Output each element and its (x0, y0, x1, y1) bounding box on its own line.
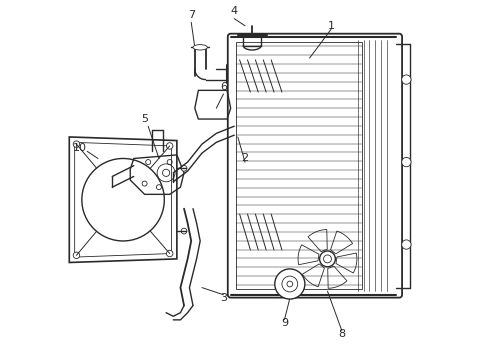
Circle shape (73, 141, 80, 147)
Circle shape (323, 255, 331, 263)
Circle shape (181, 166, 187, 171)
Circle shape (402, 240, 411, 249)
Text: 3: 3 (220, 293, 227, 303)
Ellipse shape (193, 45, 207, 50)
Circle shape (73, 252, 80, 258)
Circle shape (402, 157, 411, 167)
Text: 10: 10 (73, 143, 87, 153)
Text: 4: 4 (231, 6, 238, 17)
Text: 7: 7 (188, 10, 195, 20)
Bar (236, 42, 362, 289)
Text: 6: 6 (220, 82, 227, 92)
Text: 1: 1 (328, 21, 335, 31)
Circle shape (275, 269, 305, 299)
Text: 9: 9 (281, 319, 288, 328)
Circle shape (287, 281, 293, 287)
Text: 5: 5 (141, 114, 148, 124)
Circle shape (167, 143, 173, 149)
Text: 8: 8 (338, 329, 345, 339)
Circle shape (402, 75, 411, 84)
Text: 2: 2 (242, 153, 248, 163)
Circle shape (319, 251, 335, 267)
Circle shape (167, 250, 173, 257)
Circle shape (181, 228, 187, 234)
